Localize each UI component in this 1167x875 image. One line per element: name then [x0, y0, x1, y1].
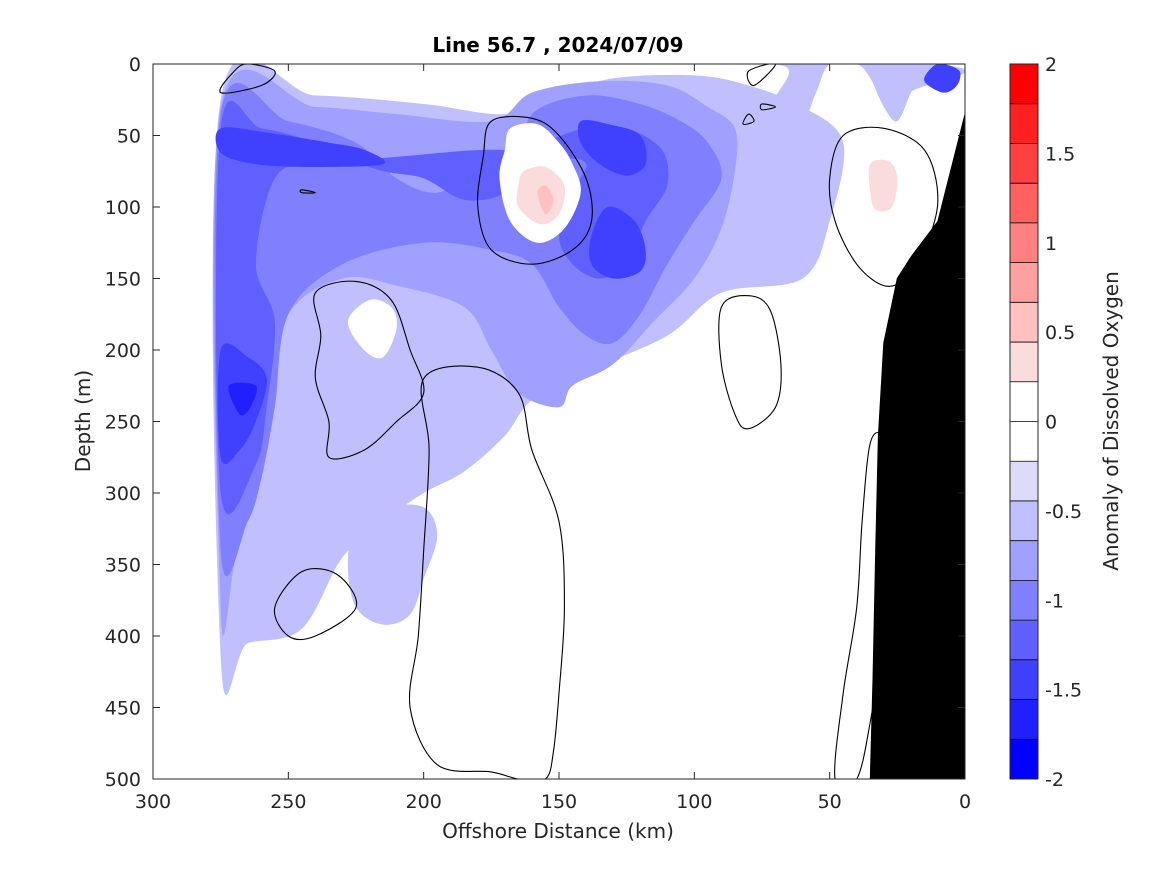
colorbar-tick-label: -2 — [1045, 769, 1064, 791]
colorbar-segment — [1010, 500, 1038, 542]
x-tick-label: 300 — [135, 791, 171, 813]
colorbar-segment — [1010, 262, 1038, 303]
colorbar-segment — [1010, 580, 1038, 621]
y-tick-label: 500 — [105, 769, 141, 791]
colorbar-tick-label: 1 — [1045, 233, 1057, 255]
zero-contour-line-11 — [742, 113, 755, 125]
x-axis-ticks: 300 250 200 150 100 50 0 — [135, 64, 971, 813]
x-tick-label: 250 — [270, 791, 306, 813]
y-tick-label: 250 — [105, 412, 141, 434]
colorbar-segment — [1010, 540, 1038, 581]
zero-contour-line-5 — [408, 365, 565, 779]
colorbar-ticks: 2 1.5 1 0.5 0 -0.5 -1 -1.5 -2 — [1045, 54, 1082, 791]
zero-contour-line-10 — [759, 103, 777, 111]
zero-contour-line-12 — [299, 189, 316, 194]
x-tick-label: 50 — [818, 791, 842, 813]
colorbar-tick-label: -0.5 — [1045, 501, 1082, 523]
colorbar-segment — [1010, 222, 1038, 264]
y-tick-label: 450 — [105, 698, 141, 720]
anomaly-fills — [153, 64, 965, 696]
y-tick-label: 300 — [105, 483, 141, 505]
zero-contours — [219, 64, 939, 779]
plot-area — [153, 64, 965, 779]
positive-anomaly-region-15 — [537, 185, 554, 215]
negative-anomaly-region-8 — [589, 206, 646, 279]
colorbar-segment — [1010, 699, 1038, 740]
y-tick-label: 100 — [105, 197, 141, 219]
y-axis-label: Depth (m) — [71, 370, 95, 472]
colorbar-tick-label: -1 — [1045, 590, 1064, 612]
zero-contour-line-7 — [273, 568, 358, 641]
zero-contour-line-9 — [746, 64, 777, 87]
y-axis-ticks: 0 50 100 150 200 250 300 350 400 450 500 — [105, 54, 965, 791]
positive-anomaly-region-18 — [347, 299, 398, 359]
negative-anomaly-region-11 — [924, 64, 961, 93]
colorbar-segment — [1010, 143, 1038, 184]
x-axis-label: Offshore Distance (km) — [442, 819, 674, 843]
colorbar-segment — [1010, 381, 1038, 422]
zero-contour-line-4 — [313, 280, 425, 460]
colorbar-tick-label: 1.5 — [1045, 143, 1075, 165]
colorbar-segment — [1010, 739, 1038, 780]
positive-anomaly-region-19 — [456, 474, 511, 524]
negative-anomaly-region-10 — [228, 382, 257, 416]
x-tick-label: 200 — [406, 791, 442, 813]
zero-contour-line-6 — [718, 295, 782, 430]
x-tick-label: 150 — [541, 791, 577, 813]
y-tick-label: 150 — [105, 269, 141, 291]
zero-contour-line-1 — [219, 64, 276, 94]
y-tick-label: 350 — [105, 555, 141, 577]
colorbar-frame — [1009, 63, 1039, 780]
negative-anomaly-region-12 — [347, 504, 438, 625]
colorbar — [1009, 63, 1039, 780]
y-tick-label: 400 — [105, 626, 141, 648]
colorbar-segment — [1010, 103, 1038, 144]
colorbar-segment — [1010, 302, 1038, 343]
y-tick-label: 200 — [105, 340, 141, 362]
colorbar-segment — [1010, 183, 1038, 224]
y-tick-label: 50 — [117, 126, 141, 148]
negative-anomaly-region-7 — [577, 119, 647, 176]
seafloor-bathymetry — [869, 113, 965, 779]
chart-title: Line 56.7 , 2024/07/09 — [432, 33, 683, 57]
colorbar-segment — [1010, 64, 1038, 105]
colorbar-segment — [1010, 620, 1038, 661]
colorbar-label: Anomaly of Dissolved Oxygen — [1099, 271, 1123, 571]
x-tick-label: 100 — [676, 791, 712, 813]
bathymetry — [869, 113, 965, 779]
colorbar-segment — [1010, 342, 1038, 383]
colorbar-tick-label: 0.5 — [1045, 322, 1075, 344]
negative-anomaly-region-2 — [153, 64, 965, 130]
colorbar-segment — [1010, 421, 1038, 462]
x-tick-label: 0 — [959, 791, 971, 813]
colorbar-tick-label: -1.5 — [1045, 680, 1082, 702]
colorbar-tick-label: 0 — [1045, 412, 1057, 434]
colorbar-tick-label: 2 — [1045, 54, 1057, 76]
negative-anomaly-region-6 — [215, 127, 386, 167]
zero-contour-line-2 — [476, 115, 593, 265]
y-tick-label: 0 — [129, 54, 141, 76]
colorbar-segment — [1010, 659, 1038, 701]
positive-anomaly-region-17 — [868, 159, 898, 212]
colorbar-segment — [1010, 461, 1038, 502]
